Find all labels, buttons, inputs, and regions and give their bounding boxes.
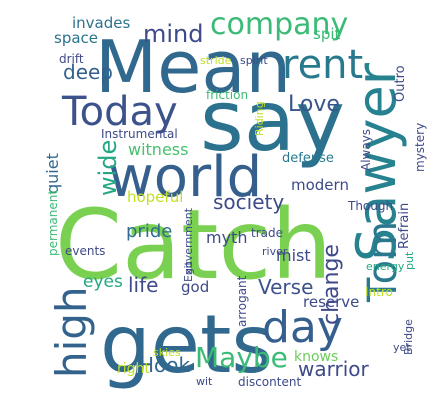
word-though: Though (347, 199, 393, 213)
word-wide: wide (94, 140, 122, 196)
word-rent: rent (282, 42, 363, 88)
word-always: Always (359, 129, 373, 171)
word-society: society (213, 190, 284, 214)
word-pride: pride (126, 221, 172, 242)
word-modern: modern (291, 176, 349, 194)
word-spirit: spirit (240, 54, 268, 67)
word-love: Love (288, 92, 340, 117)
word-government: government (182, 207, 195, 275)
word-life: life (128, 273, 158, 297)
word-trade: trade (251, 226, 283, 240)
word-mean: Mean (95, 25, 291, 109)
word-say: say (200, 72, 345, 170)
word-today: Today (61, 89, 178, 135)
word-change: change (319, 244, 344, 325)
word-instrumental: Instrumental (101, 127, 178, 141)
word-riding: Riding (253, 101, 266, 136)
word-mist: mist (276, 246, 311, 265)
word-tom: Tom (360, 221, 406, 303)
word-stride: stride (200, 54, 232, 67)
word-friction: friction (206, 88, 248, 102)
word-events: events (65, 244, 105, 258)
word-reserve: reserve (303, 293, 359, 311)
word-bridge: Bridge (402, 319, 415, 355)
word-put: put (403, 251, 416, 270)
word-warrior: warrior (298, 357, 370, 381)
word-mind: mind (143, 20, 204, 48)
word-defense: defense (282, 151, 334, 166)
word-river: river (262, 245, 288, 258)
word-eyes: eyes (83, 272, 123, 292)
word-quiet: quiet (43, 153, 62, 194)
word-hopeful: hopeful (127, 188, 183, 206)
word-refrain: Refrain (397, 203, 412, 249)
word-myth: myth (206, 228, 247, 247)
word-knows: knows (294, 349, 338, 365)
word-high: high (47, 286, 96, 378)
word-permanent: permanent (46, 190, 60, 256)
word-gets: gets (100, 298, 273, 391)
word-space: space (54, 29, 98, 47)
word-invades: invades (72, 14, 130, 32)
word-god: god (181, 278, 209, 296)
word-catch: Catch (55, 189, 332, 301)
word-right: right (117, 361, 150, 377)
word-exit: Exit (182, 260, 195, 282)
word-witness: witness (128, 140, 188, 159)
word-verse: Verse (258, 275, 313, 299)
word-arrogant: arrogant (235, 275, 249, 327)
word-mystery: mystery (413, 123, 427, 172)
word-drift: drift (59, 52, 84, 66)
word-company: company (210, 7, 348, 42)
word-outro: Outro (393, 65, 408, 102)
word-maybe: Maybe (195, 341, 288, 374)
word-skies: skies (153, 346, 181, 359)
word-yet: yet (393, 341, 411, 354)
word-energy: energy (366, 260, 405, 273)
word-world: world (108, 145, 262, 210)
word-intro: Intro (365, 285, 393, 299)
word-day: day (262, 302, 343, 353)
word-discontent: discontent (238, 375, 301, 389)
word-spit: spit (313, 25, 341, 43)
word-wit: wit (196, 375, 213, 388)
word-deep: deep (63, 60, 113, 84)
word-hook: Hook (139, 353, 191, 377)
word-sawyer: Sawyer (345, 62, 408, 262)
